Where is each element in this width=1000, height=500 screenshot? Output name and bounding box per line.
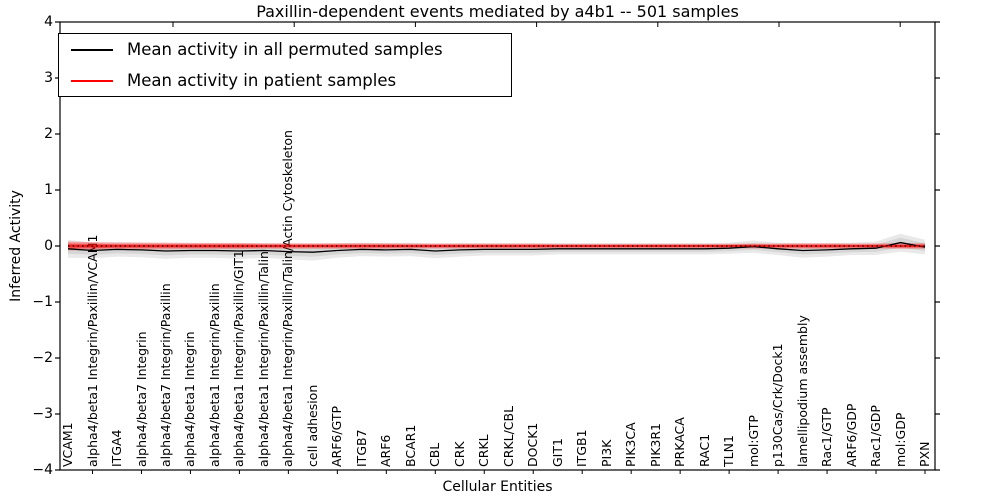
x-tick-label: PXN [917, 441, 932, 467]
legend-item-patient: Mean activity in patient samples [59, 66, 511, 96]
patient-band-inner [68, 243, 925, 249]
permuted-band-outer [68, 233, 925, 261]
x-tick-label: ITGB7 [353, 429, 369, 467]
x-tick-label: TLN1 [721, 435, 737, 467]
legend: Mean activity in all permuted samples Me… [58, 33, 512, 97]
x-tick-label: alpha4/beta1 Integrin/Paxillin/GIT1 [231, 250, 247, 467]
x-tick-label: alpha4/beta7 Integrin [133, 331, 149, 467]
y-tick-label: −4 [32, 462, 53, 478]
y-tick-label: −3 [32, 406, 53, 422]
x-tick-label: alpha4/beta7 Integrin/Paxillin [157, 283, 173, 467]
y-tick-label: −1 [32, 294, 53, 310]
x-tick-label: BCAR1 [402, 424, 418, 467]
x-tick-label: Rac1/GDP [868, 405, 883, 467]
x-tick-label: PI3K [598, 439, 614, 467]
x-tick-label: ITGB1 [574, 429, 590, 467]
patient-band-outer [68, 241, 925, 251]
x-tick-label: alpha4/beta1 Integrin/Paxillin/VCAM1 [84, 234, 100, 467]
x-tick-label: ARF6 [378, 434, 394, 467]
chart-title: Paxillin-dependent events mediated by a4… [256, 2, 739, 21]
legend-label: Mean activity in patient samples [127, 71, 397, 90]
patient-line-swatch [71, 79, 113, 82]
permuted-band-inner [68, 237, 925, 257]
x-axis-label: Cellular Entities [442, 479, 553, 495]
x-tick-label: PRKACA [672, 417, 688, 467]
x-tick-label: alpha4/beta1 Integrin/Paxillin/Talin/Act… [280, 130, 296, 467]
y-tick-label: 4 [44, 14, 53, 30]
y-tick-label: 3 [44, 70, 53, 86]
x-tick-label: GIT1 [549, 438, 565, 467]
x-tick-label: ARF6/GTP [329, 405, 345, 467]
legend-label: Mean activity in all permuted samples [127, 40, 443, 59]
y-tick-label: 1 [44, 182, 53, 198]
x-tick-label: DOCK1 [525, 422, 541, 467]
y-tick-label: −2 [32, 350, 53, 366]
x-tick-label: CRK [451, 441, 467, 467]
x-tick-label: CRKL [476, 434, 492, 467]
x-tick-label: RAC1 [696, 433, 712, 467]
legend-item-permuted: Mean activity in all permuted samples [59, 35, 511, 65]
x-tick-label: mol:GDP [892, 412, 908, 467]
x-tick-label: mol:GTP [745, 415, 761, 467]
x-tick-label: Rac1/GTP [819, 407, 835, 467]
x-tick-label: PIK3R1 [647, 422, 663, 467]
x-tick-label: alpha4/beta1 Integrin/Paxillin/Talin [255, 251, 271, 467]
x-tick-label: CRKL/CBL [500, 405, 516, 467]
x-tick-label: lamellipodium assembly [794, 315, 810, 467]
y-tick-label: 0 [44, 238, 53, 254]
x-tick-label: VCAM1 [60, 422, 75, 467]
x-tick-label: cell adhesion [304, 384, 320, 467]
x-tick-label: alpha4/beta1 Integrin/Paxillin [206, 283, 222, 467]
permuted-mean-line [67, 241, 926, 253]
x-tick-label: alpha4/beta1 Integrin [182, 331, 198, 467]
x-tick-label: CBL [427, 442, 443, 467]
x-tick-label: ITGA4 [109, 429, 124, 467]
x-tick-label: p130Cas/Crk/Dock1 [770, 343, 786, 467]
x-tick-label: PIK3CA [623, 422, 639, 467]
y-tick-label: 2 [44, 126, 53, 142]
x-tick-label: ARF6/GDP [843, 403, 859, 467]
permuted-line-swatch [71, 48, 113, 51]
